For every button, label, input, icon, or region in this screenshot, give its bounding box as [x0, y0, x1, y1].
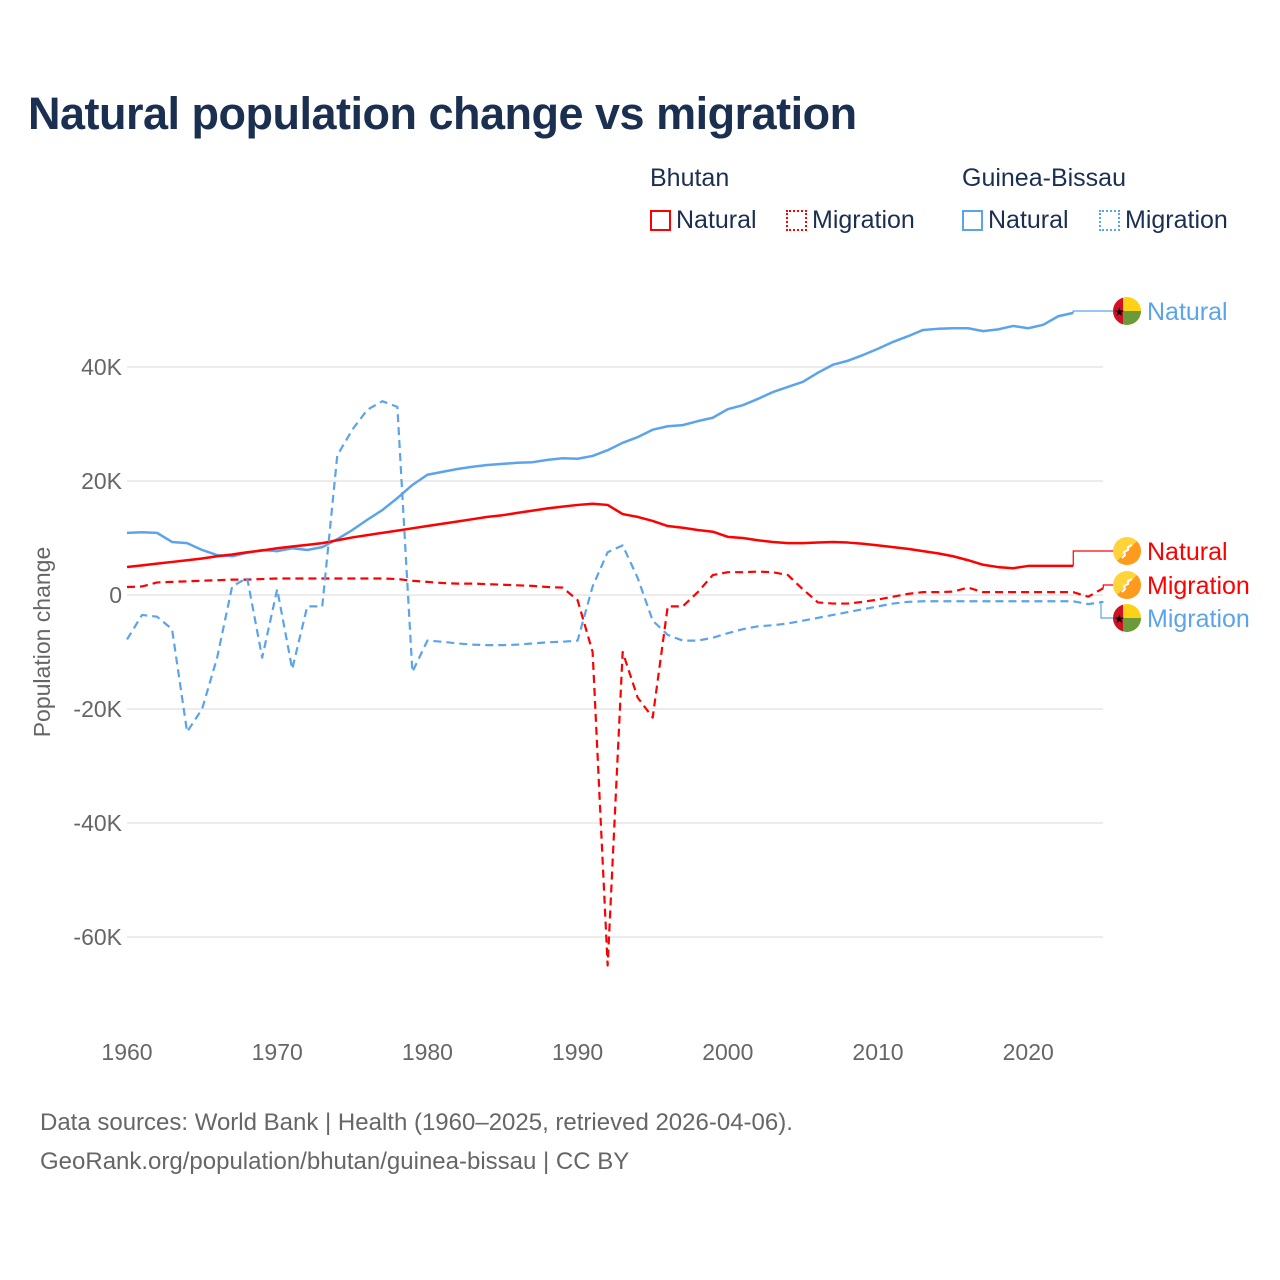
guinea-bissau-flag-icon: ★ — [1113, 604, 1141, 632]
legend-country-label: Bhutan — [650, 164, 730, 192]
bhutan-flag-icon — [1113, 571, 1141, 599]
legend-group-bhutan: Bhutan — [650, 164, 729, 193]
y-tick-label: 0 — [109, 582, 122, 608]
series-line-bhutan-migration — [126, 570, 1104, 967]
guinea-bissau-flag-icon: ★ — [1113, 297, 1141, 325]
series-line-guinea-bissau-migration — [126, 400, 1104, 733]
legend-swatch-solid — [962, 210, 983, 231]
legend-group-guinea-bissau: Guinea-Bissau — [962, 164, 1126, 193]
end-label: Migration — [1147, 605, 1250, 633]
end-label: Migration — [1147, 572, 1250, 600]
x-tick-label: 1960 — [101, 1039, 152, 1065]
legend-swatch-dotted — [1099, 210, 1120, 231]
y-axis-label: Population change — [29, 547, 55, 738]
end-label: Natural — [1147, 298, 1228, 326]
x-tick-label: 1980 — [402, 1039, 453, 1065]
label-connector — [1102, 584, 1113, 589]
x-tick-label: 1970 — [252, 1039, 303, 1065]
legend-item-bhutan-natural[interactable]: Natural — [650, 206, 757, 235]
legend-swatch-solid — [650, 210, 671, 231]
flag-star: ★ — [1114, 612, 1125, 626]
legend-label: Migration — [1125, 206, 1228, 234]
y-tick-label: -40K — [73, 810, 122, 836]
end-label: Natural — [1147, 538, 1228, 566]
flag-orange — [1117, 575, 1141, 599]
flag-orange — [1117, 541, 1141, 565]
y-tick-label: 20K — [81, 468, 123, 494]
x-tick-label: 2010 — [852, 1039, 903, 1065]
legend-country-label: Guinea-Bissau — [962, 164, 1126, 192]
legend-item-bhutan-migration[interactable]: Migration — [786, 206, 915, 235]
chart-title: Natural population change vs migration — [28, 88, 857, 139]
x-tick-label: 2020 — [1003, 1039, 1054, 1065]
y-tick-label: 40K — [81, 354, 123, 380]
flag-red — [1113, 297, 1123, 325]
series-line-bhutan-natural — [126, 502, 1074, 570]
flag-dragon — [1121, 544, 1133, 559]
y-tick-label: -20K — [73, 696, 122, 722]
legend-label: Natural — [988, 206, 1069, 234]
flag-red — [1113, 604, 1123, 632]
legend-label: Natural — [676, 206, 757, 234]
label-connector — [1100, 601, 1113, 619]
x-tick-label: 1990 — [552, 1039, 603, 1065]
legend-swatch-dotted — [786, 210, 807, 231]
flag-dragon — [1121, 578, 1133, 593]
label-connector — [1072, 310, 1113, 313]
legend-item-guinea-bissau-natural[interactable]: Natural — [962, 206, 1069, 235]
flag-star: ★ — [1114, 305, 1125, 319]
footer-source: Data sources: World Bank | Health (1960–… — [40, 1109, 793, 1136]
label-connector — [1072, 550, 1113, 566]
x-tick-label: 2000 — [702, 1039, 753, 1065]
bhutan-flag-icon — [1113, 537, 1141, 565]
y-tick-label: -60K — [73, 924, 122, 950]
series-line-guinea-bissau-natural — [126, 311, 1074, 558]
footer-credit[interactable]: GeoRank.org/population/bhutan/guinea-bis… — [40, 1148, 630, 1175]
legend-label: Migration — [812, 206, 915, 234]
legend-item-guinea-bissau-migration[interactable]: Migration — [1099, 206, 1228, 235]
